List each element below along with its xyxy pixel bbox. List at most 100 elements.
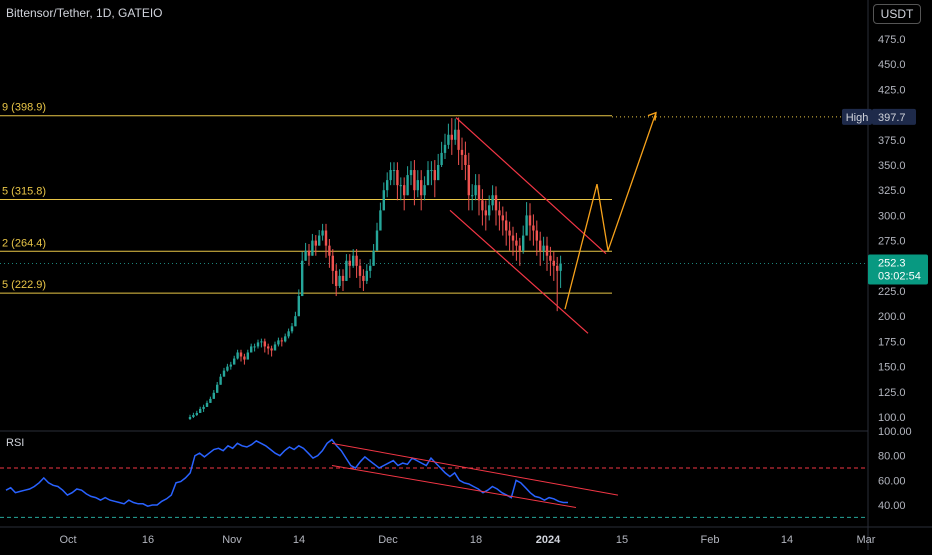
- time-tick-label: Mar: [857, 534, 876, 546]
- candle-body: [545, 245, 549, 256]
- candle-body: [307, 250, 311, 256]
- rsi-tick-label: 80.00: [878, 451, 906, 463]
- candle-body: [437, 165, 440, 181]
- candle-body: [362, 275, 365, 281]
- symbol-title[interactable]: Bittensor/Tether, 1D, GATEIO: [6, 6, 163, 20]
- candle-body: [369, 265, 372, 271]
- candle-body: [348, 260, 351, 266]
- candle-body: [345, 260, 348, 281]
- candle-body: [498, 210, 501, 216]
- time-tick-label: 16: [142, 534, 154, 546]
- candle-body: [447, 134, 450, 145]
- candle-body: [321, 230, 324, 236]
- candle-body: [467, 165, 470, 196]
- candle-body: [219, 376, 222, 385]
- candle-body: [222, 370, 226, 377]
- price-tick-label: 125.0: [878, 387, 906, 399]
- price-tick-label: 350.0: [878, 160, 906, 172]
- candle-body: [491, 195, 494, 206]
- candle-body: [229, 364, 232, 367]
- candle-body: [372, 250, 375, 266]
- candle-body: [515, 240, 518, 246]
- candle-body: [379, 210, 382, 231]
- fib-level-label: 9 (398.9): [2, 102, 46, 114]
- price-tick-label: 325.0: [878, 185, 906, 197]
- candle-body: [188, 417, 192, 420]
- price-tick-label: 475.0: [878, 34, 906, 46]
- channel-upper-line: [455, 117, 607, 255]
- time-tick-label: Feb: [701, 534, 720, 546]
- time-tick-label: 15: [616, 534, 628, 546]
- rsi-tick-label: 100.00: [878, 426, 912, 438]
- candle-body: [474, 185, 477, 196]
- candle-body: [263, 341, 266, 347]
- candle-body: [559, 263, 562, 271]
- candle-body: [318, 235, 321, 246]
- candle-body: [284, 336, 287, 342]
- fib-level-label: 5 (222.9): [2, 279, 46, 291]
- candle-body: [532, 225, 535, 231]
- price-tick-label: 450.0: [878, 59, 906, 71]
- candle-body: [457, 129, 460, 150]
- candle-body: [314, 240, 317, 246]
- candle-body: [233, 358, 236, 365]
- candle-body: [304, 250, 307, 261]
- candle-body: [236, 352, 239, 359]
- candle-body: [460, 149, 464, 155]
- candle-body: [294, 316, 297, 327]
- candle-body: [260, 341, 263, 343]
- candle-body: [409, 170, 413, 176]
- rsi-layer: [0, 438, 868, 518]
- candle-body: [239, 352, 243, 357]
- candle-body: [450, 134, 453, 140]
- candle-body: [290, 326, 294, 332]
- time-tick-label: 14: [781, 534, 793, 546]
- currency-button[interactable]: USDT: [873, 4, 921, 24]
- projection-arrowhead: [647, 111, 657, 121]
- candle-body: [331, 255, 334, 271]
- candle-body: [250, 346, 253, 353]
- time-tick-label: Nov: [222, 534, 242, 546]
- price-tick-label: 275.0: [878, 236, 906, 248]
- candle-body: [352, 255, 355, 266]
- candle-body: [423, 185, 426, 196]
- candle-body: [324, 230, 328, 246]
- time-tick-label: Oct: [59, 534, 76, 546]
- candles-layer: [188, 117, 562, 421]
- candle-body: [556, 265, 559, 271]
- annotations-layer: [449, 111, 657, 334]
- candle-body: [365, 270, 368, 281]
- candle-body: [539, 240, 542, 251]
- candle-body: [202, 406, 205, 409]
- price-tick-label: 200.0: [878, 311, 906, 323]
- candle-body: [440, 152, 443, 165]
- candle-body: [277, 340, 280, 345]
- price-tick-label: 225.0: [878, 286, 906, 298]
- price-tick-label: 425.0: [878, 84, 906, 96]
- candle-body: [522, 235, 525, 251]
- candle-body: [338, 275, 341, 286]
- rsi-tick-label: 40.00: [878, 500, 906, 512]
- candle-body: [297, 296, 300, 317]
- candle-body: [549, 255, 552, 261]
- candle-body: [280, 340, 283, 342]
- candle-body: [420, 180, 423, 196]
- time-tick-label: 2024: [536, 534, 561, 546]
- candle-body: [311, 240, 314, 256]
- candle-body: [454, 129, 457, 140]
- candle-body: [477, 185, 481, 201]
- price-tick-label: 100.0: [878, 412, 906, 424]
- candle-body: [301, 260, 304, 297]
- candle-body: [413, 170, 416, 191]
- high-value-badge: [872, 108, 916, 125]
- candle-body: [355, 255, 358, 266]
- price-tick-label: 175.0: [878, 336, 906, 348]
- fib-level-label: 2 (264.4): [2, 237, 46, 249]
- candle-body: [525, 215, 528, 236]
- rsi-channel-lower-line: [331, 465, 577, 508]
- candle-body: [406, 175, 409, 196]
- rsi-title[interactable]: RSI: [6, 437, 25, 449]
- last-price-text: 252.3: [878, 257, 906, 269]
